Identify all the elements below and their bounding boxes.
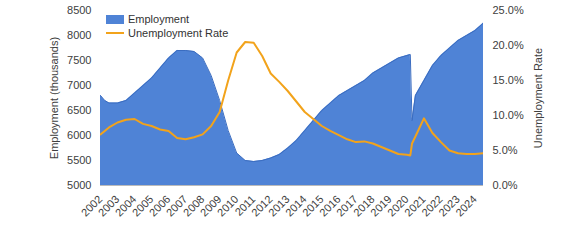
svg-text:2018: 2018: [351, 192, 377, 219]
svg-text:2022: 2022: [419, 192, 445, 219]
svg-text:6000: 6000: [67, 129, 91, 141]
svg-text:25.0%: 25.0%: [493, 4, 524, 16]
svg-text:0.0%: 0.0%: [493, 179, 518, 191]
svg-text:2021: 2021: [402, 192, 428, 219]
svg-text:8500: 8500: [67, 4, 91, 16]
svg-text:2020: 2020: [385, 192, 411, 219]
svg-text:5000: 5000: [67, 179, 91, 191]
svg-text:5500: 5500: [67, 154, 91, 166]
svg-text:2024: 2024: [453, 193, 479, 219]
svg-text:2002: 2002: [78, 192, 105, 219]
svg-text:2005: 2005: [129, 192, 156, 219]
svg-text:Unemployment Rate: Unemployment Rate: [532, 48, 544, 148]
svg-text:2014: 2014: [282, 192, 309, 219]
svg-text:2011: 2011: [232, 192, 258, 218]
svg-text:8000: 8000: [67, 29, 91, 41]
svg-text:2003: 2003: [95, 192, 122, 219]
html-text:Employment: Employment: [128, 13, 190, 25]
svg-text:2006: 2006: [146, 192, 173, 219]
svg-text:2017: 2017: [333, 192, 360, 219]
svg-text:7500: 7500: [67, 54, 91, 66]
svg-text:2016: 2016: [316, 192, 343, 219]
html-text:Unemployment Rate: Unemployment Rate: [128, 27, 229, 39]
svg-text:2004: 2004: [112, 192, 139, 219]
svg-text:2009: 2009: [197, 192, 224, 219]
svg-text:2012: 2012: [248, 192, 275, 219]
svg-text:2010: 2010: [214, 192, 241, 219]
svg-text:5.0%: 5.0%: [493, 144, 518, 156]
svg-text:2015: 2015: [299, 192, 326, 219]
svg-text:6500: 6500: [67, 104, 91, 116]
svg-text:2013: 2013: [265, 192, 292, 219]
svg-text:2007: 2007: [163, 192, 190, 219]
svg-text:7000: 7000: [67, 79, 91, 91]
svg-text:10.0%: 10.0%: [493, 109, 524, 121]
svg-text:15.0%: 15.0%: [493, 74, 524, 86]
svg-text:Employment (thousands): Employment (thousands): [48, 37, 60, 159]
svg-text:2008: 2008: [180, 192, 207, 219]
svg-text:20.0%: 20.0%: [493, 39, 524, 51]
svg-text:2019: 2019: [368, 192, 394, 219]
svg-text:2023: 2023: [436, 192, 462, 219]
